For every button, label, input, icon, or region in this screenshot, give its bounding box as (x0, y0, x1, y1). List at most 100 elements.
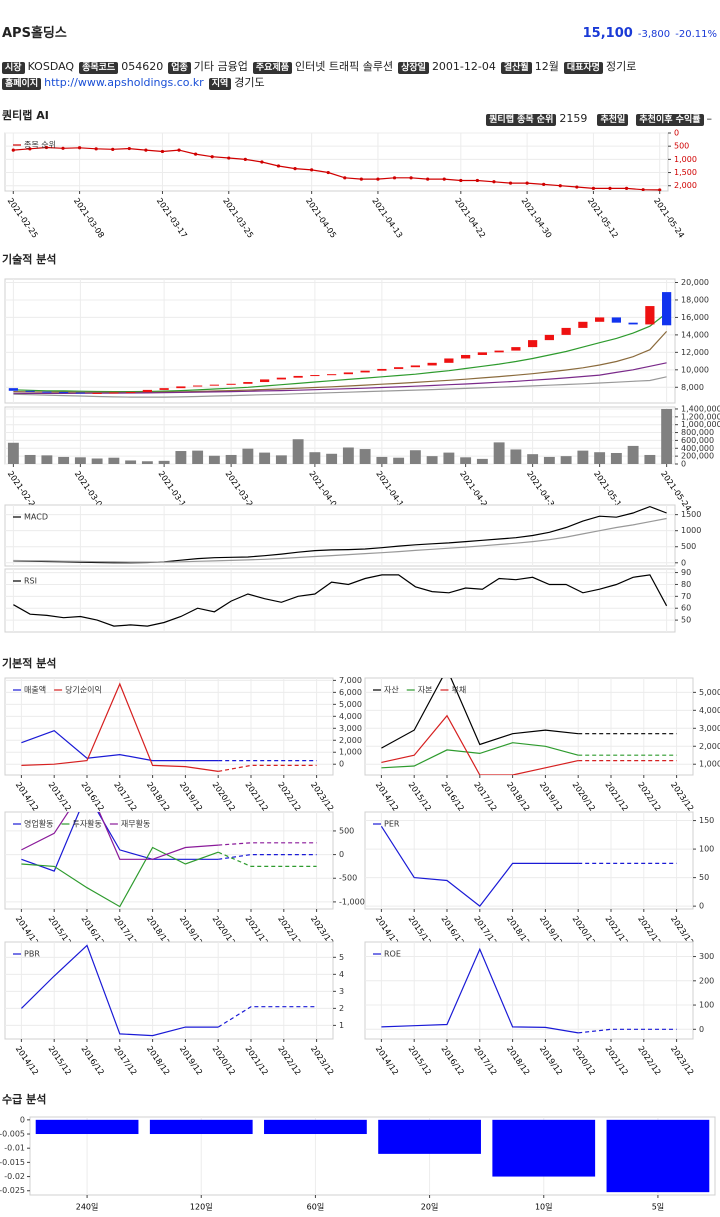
info-label: 대표자명 (563, 62, 603, 74)
y-tick-label: 14,000 (681, 330, 709, 339)
y-tick-label: 1,400,000 (681, 404, 720, 413)
info-label: 홈페이지 (2, 78, 42, 90)
forecast-line (217, 851, 317, 867)
x-tick-label: 2015/12 (407, 780, 433, 812)
x-tick-label: 2019/12 (178, 780, 204, 812)
plot-area (7, 408, 673, 464)
bar (644, 454, 656, 464)
plot-area (11, 145, 662, 191)
candle-body (92, 392, 102, 394)
legend-label: 종목 순위 (24, 141, 56, 150)
x-tick-label: 2016/12 (439, 1044, 465, 1076)
bar (606, 1119, 710, 1193)
candle-body (477, 352, 487, 355)
x-tick-label: 2020/12 (571, 1044, 597, 1076)
candle-body (176, 386, 186, 389)
plot-area (13, 574, 668, 627)
x-tick-label: 2021-02-25 (6, 196, 40, 239)
section-title: 퀀티랩 AI (2, 109, 49, 122)
candle-body (25, 390, 35, 392)
series-line (21, 812, 219, 860)
y-tick-label: 500 (674, 142, 689, 151)
x-tick-label: 5일 (652, 1203, 664, 1212)
bar (560, 456, 572, 464)
candle-body (226, 383, 236, 385)
bar (426, 456, 438, 464)
series-line (380, 825, 579, 907)
x-tick-label: 2015/12 (47, 1044, 73, 1076)
info-value: 054620 (121, 60, 164, 73)
bar (527, 454, 539, 464)
y-tick-label: 100 (699, 1001, 714, 1010)
y-tick-label: 1,500 (674, 168, 697, 177)
bar (309, 452, 321, 464)
homepage-link[interactable]: http://www.apsholdings.co.kr (44, 76, 204, 89)
candle-body (209, 384, 219, 386)
price-box: 15,100 -3,800 -20.11% (583, 22, 717, 41)
candle-body (410, 365, 420, 368)
point (177, 148, 181, 152)
candle-body (561, 327, 571, 335)
point (508, 181, 513, 185)
x-tick-label: 2018/12 (505, 1044, 531, 1076)
bar (342, 447, 354, 464)
candle-body (628, 322, 638, 325)
candle-body (8, 388, 18, 391)
bar (264, 1119, 367, 1135)
info-label: 업종 (168, 62, 191, 74)
x-tick-label: 2016/12 (79, 780, 105, 812)
info-value: 정기로 (605, 60, 637, 73)
y-tick-label: 300 (699, 952, 714, 961)
x-tick-label: 2021-04-05 (304, 196, 338, 239)
plot-area (8, 292, 672, 398)
x-tick-label: 2023/12 (669, 1044, 695, 1076)
candle-body (42, 391, 52, 393)
plot-area (381, 678, 677, 775)
y-tick-label: 0 (699, 902, 704, 911)
y-tick-label: -0.025 (0, 1186, 25, 1195)
candle-body (109, 392, 119, 394)
y-tick-label: 0 (20, 1115, 25, 1124)
plot-frame (4, 132, 669, 192)
legend-label: 자본 (418, 686, 433, 695)
candle-body (611, 317, 621, 323)
point (144, 148, 148, 152)
bar (74, 457, 86, 464)
x-tick-label: 60일 (307, 1203, 325, 1212)
x-tick-label: 2021-03-25 (221, 196, 255, 239)
point (392, 176, 397, 180)
x-tick-label: 2021-04-22 (453, 196, 487, 239)
candle-body (276, 377, 286, 380)
section-title: 기본적 분석 (2, 657, 57, 670)
point (359, 177, 363, 181)
info-value: 2001-12-04 (431, 60, 496, 73)
point (658, 188, 662, 191)
series-line (13, 505, 667, 564)
bar (460, 457, 472, 464)
info-label: 시장 (2, 62, 25, 74)
x-tick-label: 2021/12 (243, 780, 269, 812)
x-tick-label: 240일 (76, 1203, 99, 1212)
y-tick-label: 200 (699, 976, 714, 985)
bar (58, 456, 70, 464)
y-tick-label: 7,000 (339, 676, 362, 685)
y-tick-label: 500 (339, 826, 354, 835)
plot-frame (4, 406, 676, 465)
bar (492, 1119, 596, 1177)
point (525, 181, 529, 185)
y-tick-label: 2 (339, 1004, 344, 1013)
candle-body (645, 306, 655, 325)
x-tick-label: 2023/12 (309, 1044, 335, 1076)
series-line (21, 730, 219, 762)
info-label: 종목코드 (79, 62, 119, 74)
legend-label: MACD (24, 513, 48, 522)
y-tick-label: 0 (339, 850, 344, 859)
candle-body (662, 292, 672, 326)
x-tick-label: 120일 (190, 1203, 213, 1212)
legend-label: 영업활동 (24, 819, 53, 829)
point (459, 178, 463, 183)
point (111, 147, 115, 151)
point (376, 177, 380, 181)
series-line (381, 678, 579, 749)
plot-area (35, 1119, 710, 1193)
